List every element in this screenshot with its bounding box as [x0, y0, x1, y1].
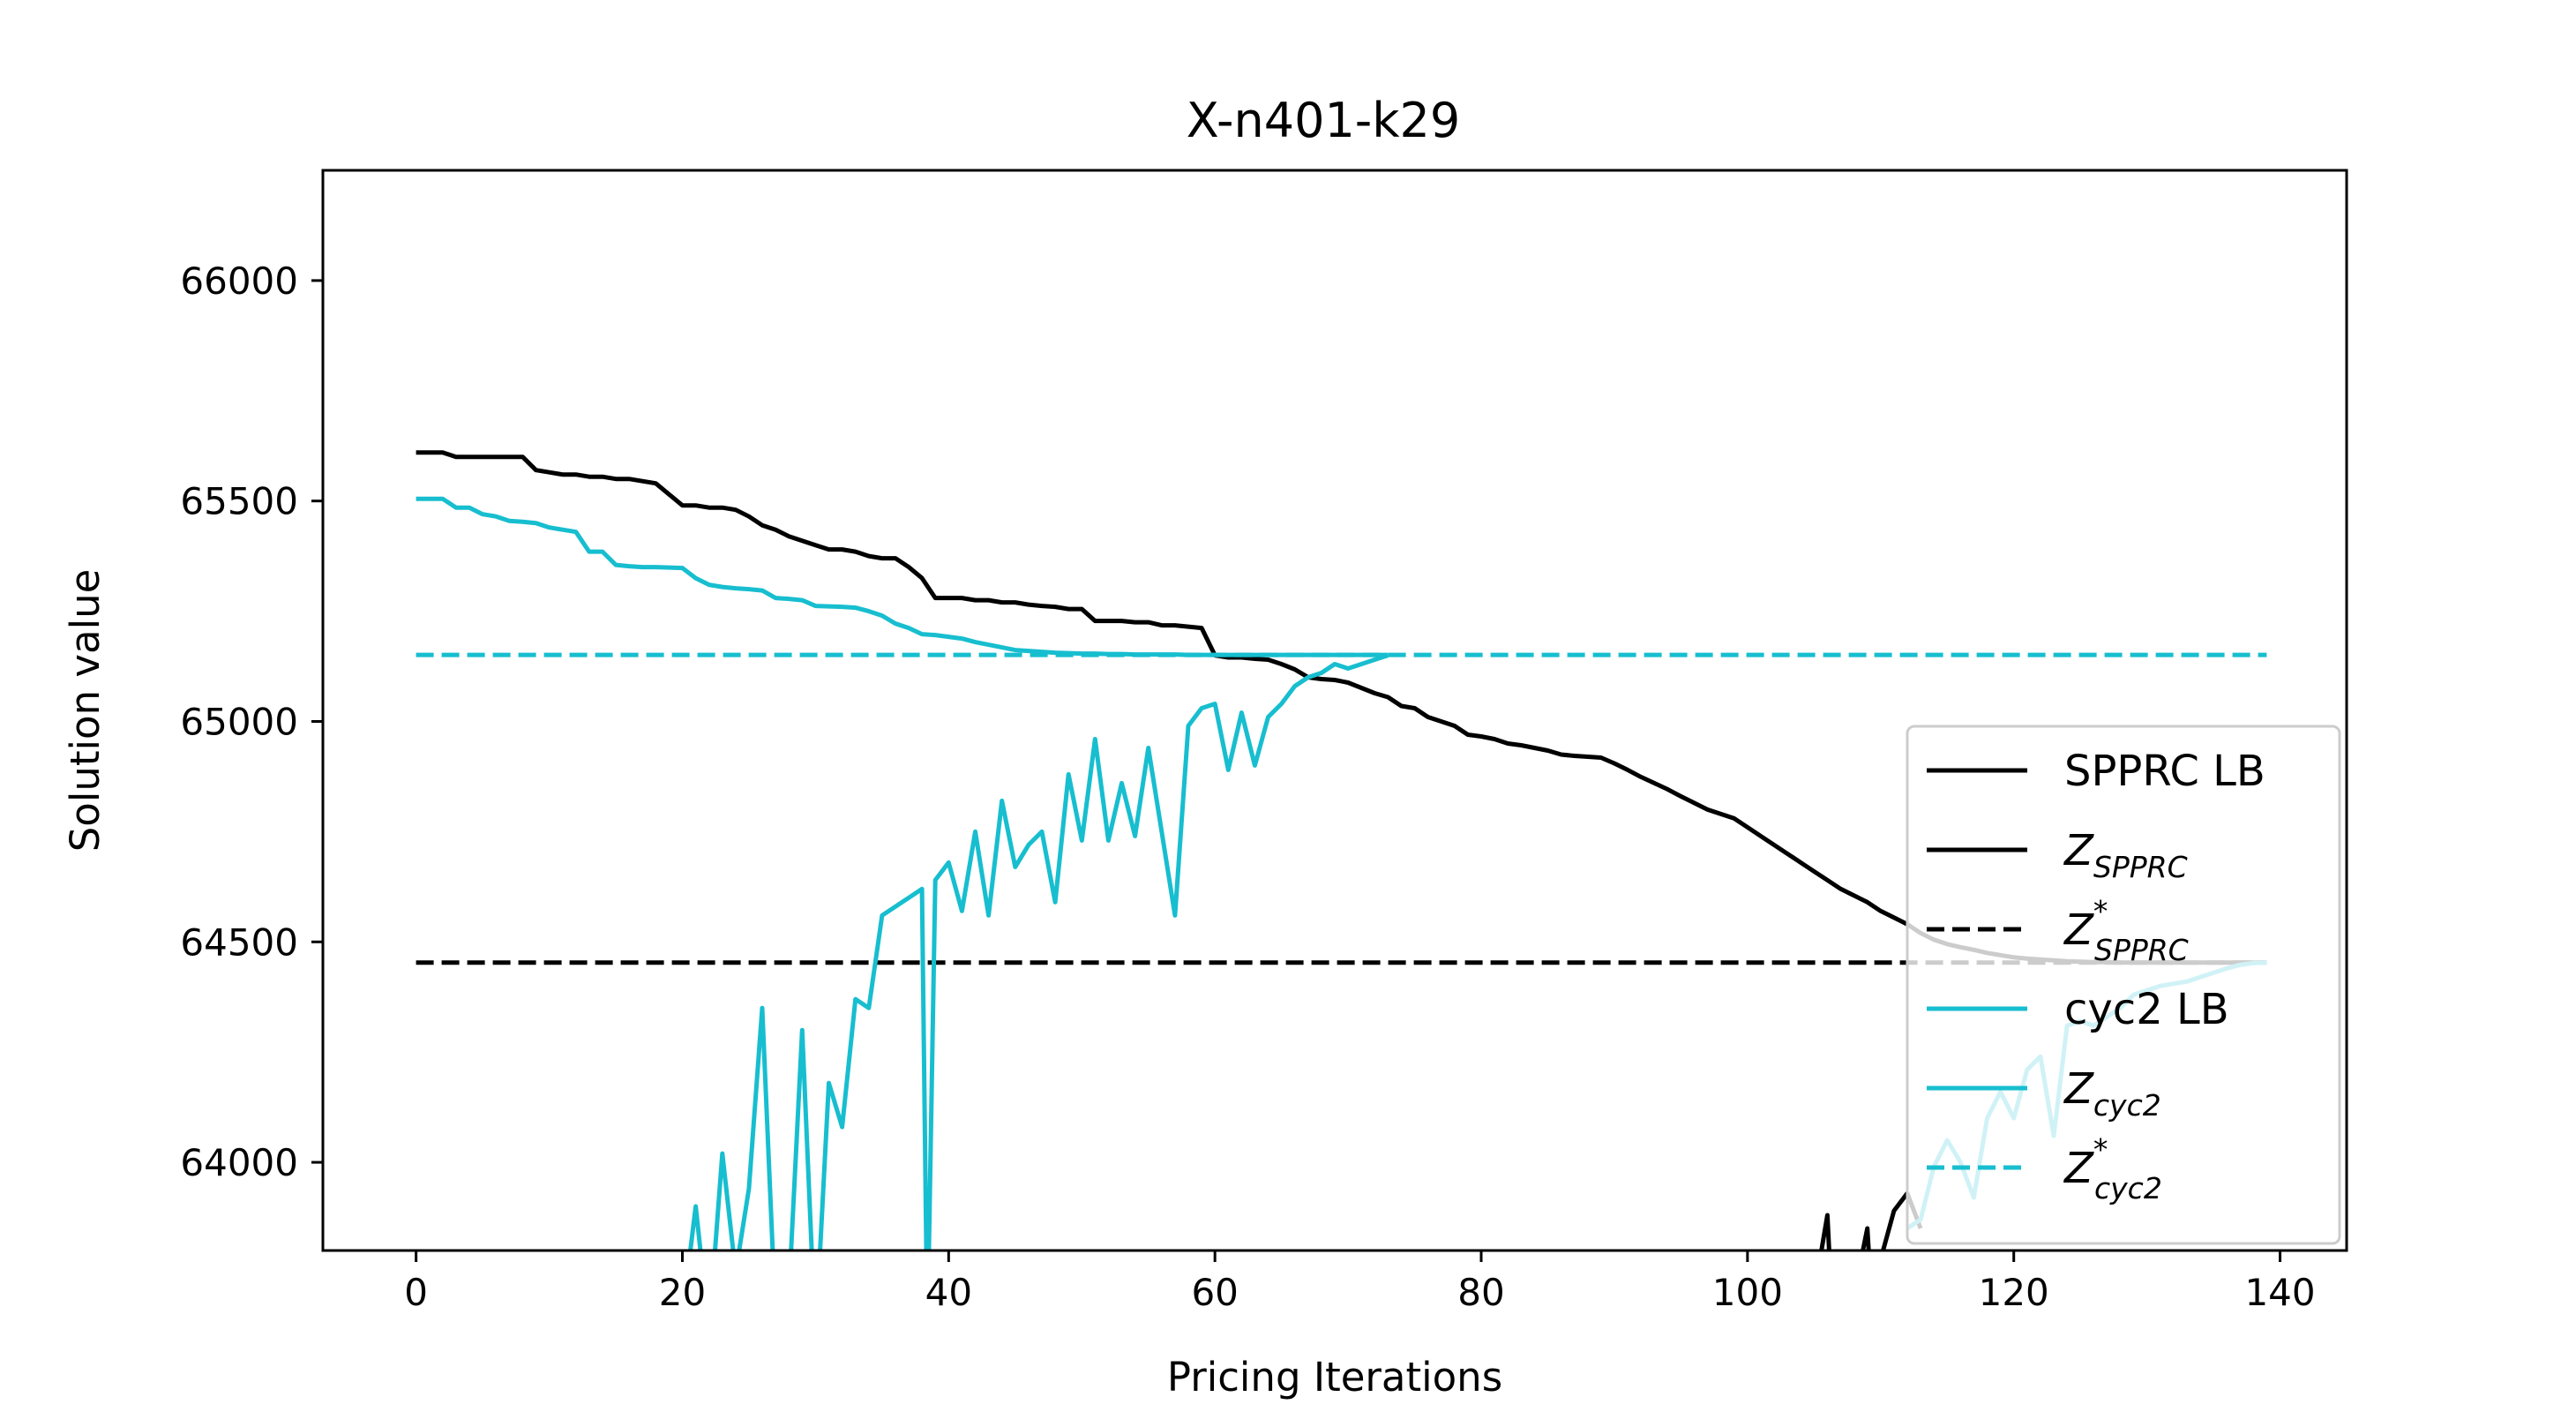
legend-label: SPPRC LB [2064, 747, 2265, 796]
x-tick-label: 80 [1457, 1271, 1504, 1314]
legend-label: cyc2 LB [2064, 985, 2229, 1034]
x-tick-label: 20 [659, 1271, 706, 1314]
legend: SPPRC LB ZSPPRC Z* SPPRC cyc2 LB Zcyc2 Z* cyc2 [1906, 725, 2341, 1245]
y-tick-label: 65000 [180, 700, 298, 743]
legend-label: Zcyc2 [2063, 1064, 2161, 1123]
y-axis: 64000 64500 65000 65500 66000 [180, 259, 323, 1184]
legend-label: Z* SPPRC [2063, 894, 2189, 967]
series-line-z-cyc2 [688, 653, 1389, 1251]
y-tick-label: 64500 [180, 920, 298, 964]
x-tick-label: 100 [1712, 1271, 1783, 1314]
x-tick-label: 140 [2244, 1271, 2315, 1314]
chart-title: X-n401-k29 [1187, 93, 1461, 148]
x-tick-label: 60 [1191, 1271, 1238, 1314]
x-axis: 0 20 40 60 80 100 120 140 [404, 1251, 2316, 1314]
legend-box [1906, 725, 2341, 1245]
x-tick-label: 40 [925, 1271, 972, 1314]
plot-frame [321, 169, 2348, 1252]
legend-label: ZSPPRC [2063, 826, 2188, 884]
y-tick-label: 65500 [180, 480, 298, 523]
x-axis-label: Pricing Iterations [1167, 1354, 1502, 1401]
y-tick-label: 66000 [180, 259, 298, 303]
series-line-z-spprc [1819, 1190, 1923, 1251]
y-tick-label: 64000 [180, 1141, 298, 1184]
x-tick-label: 120 [1979, 1271, 2049, 1314]
legend-label: Z* cyc2 [2063, 1132, 2162, 1205]
x-tick-label: 0 [404, 1271, 428, 1314]
y-axis-label: Solution value [62, 569, 109, 852]
